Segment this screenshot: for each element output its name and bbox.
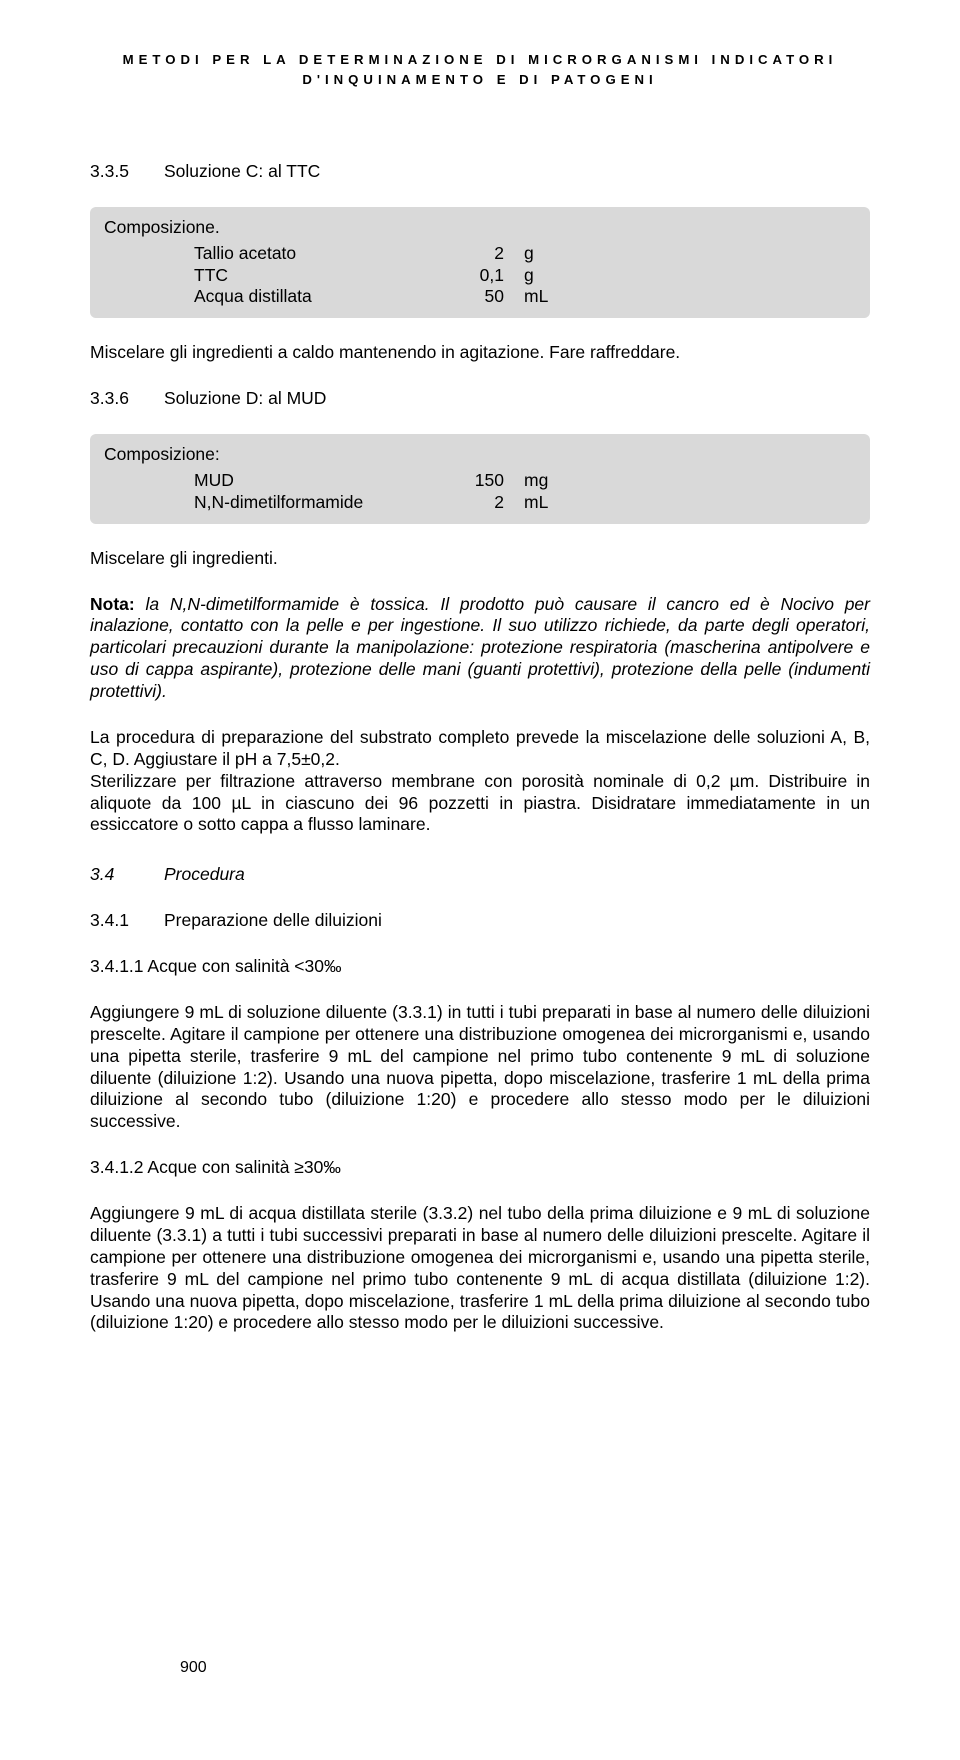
heading-title: Soluzione C: al TTC <box>164 161 320 181</box>
heading-title: Preparazione delle diluizioni <box>164 910 382 930</box>
ingredient-unit: mg <box>524 470 584 492</box>
composition-label: Composizione: <box>104 444 856 466</box>
heading-3-3-6: 3.3.6Soluzione D: al MUD <box>90 388 870 410</box>
heading-title: Procedura <box>164 864 245 884</box>
ingredient-unit: g <box>524 265 584 287</box>
composition-label: Composizione. <box>104 217 856 239</box>
ingredient-name: MUD <box>104 470 424 492</box>
paragraph-336-after: Miscelare gli ingredienti. <box>90 548 870 570</box>
heading-number: 3.3.5 <box>90 161 164 183</box>
page-header: METODI PER LA DETERMINAZIONE DI MICRORGA… <box>90 50 870 91</box>
ingredient-name: Tallio acetato <box>104 243 424 265</box>
heading-title: Soluzione D: al MUD <box>164 388 326 408</box>
paragraph-3-4-1-2: Aggiungere 9 mL di acqua distillata ster… <box>90 1203 870 1334</box>
page-number: 900 <box>180 1658 207 1678</box>
composition-box-335: Composizione. Tallio acetato 2 g TTC 0,1… <box>90 207 870 319</box>
composition-row: N,N-dimetilformamide 2 mL <box>104 492 856 514</box>
ingredient-name: Acqua distillata <box>104 286 424 308</box>
composition-box-336: Composizione: MUD 150 mg N,N-dimetilform… <box>90 434 870 524</box>
heading-3-4-1: 3.4.1Preparazione delle diluizioni <box>90 910 870 932</box>
heading-3-4-1-1: 3.4.1.1 Acque con salinità <30‰ <box>90 956 870 978</box>
ingredient-value: 150 <box>424 470 524 492</box>
composition-row: Acqua distillata 50 mL <box>104 286 856 308</box>
header-line-1: METODI PER LA DETERMINAZIONE DI MICRORGA… <box>90 50 870 70</box>
ingredient-unit: g <box>524 243 584 265</box>
ingredient-value: 2 <box>424 243 524 265</box>
heading-number: 3.3.6 <box>90 388 164 410</box>
ingredient-value: 50 <box>424 286 524 308</box>
composition-row: Tallio acetato 2 g <box>104 243 856 265</box>
ingredient-value: 2 <box>424 492 524 514</box>
header-line-2: D'INQUINAMENTO E DI PATOGENI <box>90 70 870 90</box>
paragraph-3-4-1-1: Aggiungere 9 mL di soluzione diluente (3… <box>90 1002 870 1133</box>
ingredient-name: TTC <box>104 265 424 287</box>
heading-number: 3.4.1 <box>90 910 164 932</box>
ingredient-unit: mL <box>524 286 584 308</box>
heading-3-4: 3.4Procedura <box>90 864 870 886</box>
ingredient-unit: mL <box>524 492 584 514</box>
ingredient-name: N,N-dimetilformamide <box>104 492 424 514</box>
heading-3-4-1-2: 3.4.1.2 Acque con salinità ≥30‰ <box>90 1157 870 1179</box>
ingredient-value: 0,1 <box>424 265 524 287</box>
composition-row: TTC 0,1 g <box>104 265 856 287</box>
paragraph-preparation: La procedura di preparazione del substra… <box>90 727 870 836</box>
nota-italic: la N,N-dimetilformamide è tossica. Il pr… <box>90 594 870 702</box>
composition-row: MUD 150 mg <box>104 470 856 492</box>
paragraph-335-after: Miscelare gli ingredienti a caldo manten… <box>90 342 870 364</box>
nota-bold: Nota: <box>90 594 135 614</box>
heading-3-3-5: 3.3.5Soluzione C: al TTC <box>90 161 870 183</box>
heading-number: 3.4 <box>90 864 164 886</box>
paragraph-nota: Nota: la N,N-dimetilformamide è tossica.… <box>90 594 870 703</box>
